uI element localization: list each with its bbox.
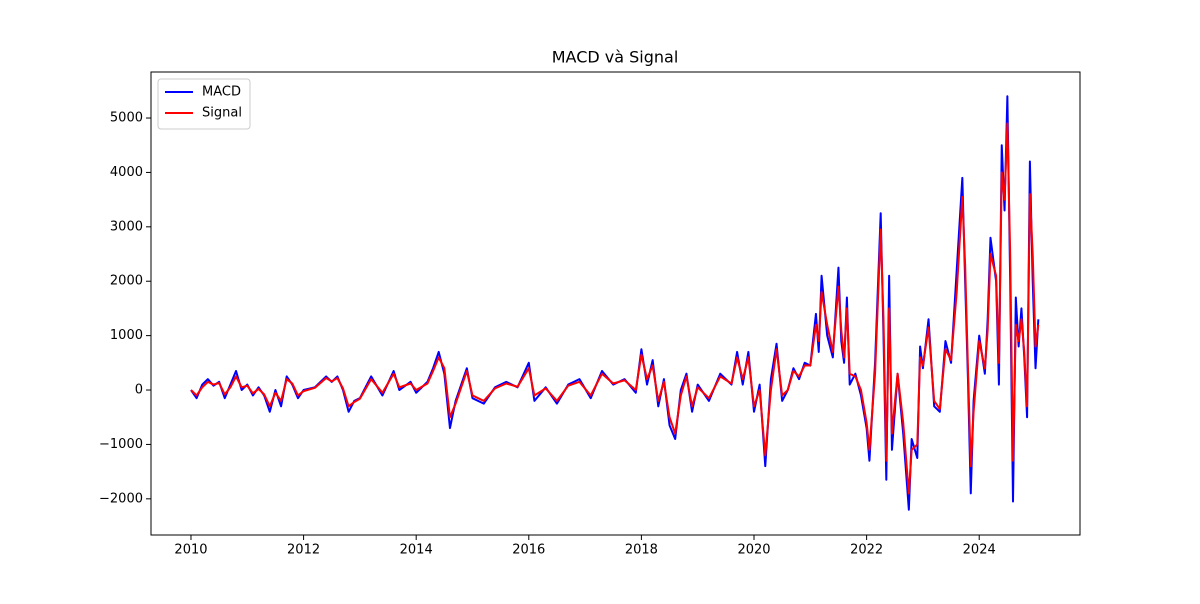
y-tick-label: 5000 bbox=[110, 111, 143, 126]
series-line bbox=[190, 122, 1040, 495]
y-tick-label: 1000 bbox=[110, 328, 143, 343]
x-tick-label: 2010 bbox=[174, 543, 207, 558]
x-tick-label: 2012 bbox=[287, 543, 320, 558]
x-tick-label: 2020 bbox=[737, 543, 770, 558]
plot-frame bbox=[150, 71, 1081, 536]
x-tick-label: 2022 bbox=[850, 543, 883, 558]
x-tick-label: 2024 bbox=[963, 543, 996, 558]
legend-label: MACD bbox=[202, 85, 241, 100]
y-tick-label: −1000 bbox=[99, 437, 143, 452]
y-tick-label: 3000 bbox=[110, 219, 143, 234]
legend-label: Signal bbox=[202, 106, 242, 121]
y-tick-label: 2000 bbox=[110, 274, 143, 289]
x-tick-label: 2014 bbox=[400, 543, 433, 558]
y-tick-label: −2000 bbox=[99, 491, 143, 506]
y-tick-label: 4000 bbox=[110, 165, 143, 180]
y-tick-label: 0 bbox=[135, 383, 143, 398]
x-tick-label: 2016 bbox=[512, 543, 545, 558]
chart-title: MACD và Signal bbox=[552, 48, 679, 67]
x-tick-label: 2018 bbox=[625, 543, 658, 558]
